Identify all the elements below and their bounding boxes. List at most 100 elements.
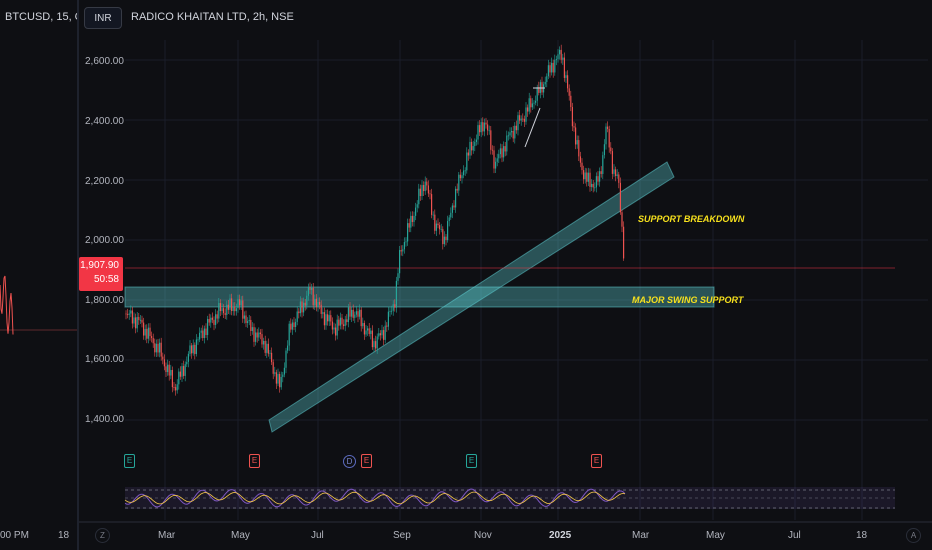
candle-body: [295, 321, 297, 327]
candle-body: [277, 374, 279, 384]
candle-body: [237, 299, 239, 309]
earnings-event-icon[interactable]: E: [249, 454, 260, 468]
candle-body: [399, 250, 401, 274]
candle-body: [199, 332, 201, 340]
candle-body: [211, 317, 213, 320]
drawn-trendline: [524, 107, 541, 148]
secondary-chart-pane[interactable]: BTCUSD, 15, CRYPTO 00 PM 18: [0, 0, 77, 550]
candle-body: [301, 301, 303, 313]
candle-body: [227, 304, 229, 310]
candle-body: [589, 172, 591, 187]
candle-body: [269, 352, 271, 354]
candle-body: [125, 313, 127, 315]
candle-body: [419, 188, 421, 197]
candle-body: [506, 135, 508, 152]
candle-body: [256, 332, 258, 338]
earnings-event-icon[interactable]: E: [466, 454, 477, 468]
candle-body: [232, 306, 234, 311]
pane-divider[interactable]: [77, 0, 79, 550]
candle-body: [483, 122, 485, 132]
candle-body: [584, 172, 586, 180]
auto-scale-button[interactable]: A: [906, 528, 921, 543]
candle-body: [376, 336, 378, 349]
candle-body: [370, 330, 372, 334]
annotation-support-breakdown[interactable]: SUPPORT BREAKDOWN: [638, 214, 745, 224]
candle-body: [152, 337, 154, 344]
candle-body: [578, 140, 580, 157]
price-tick: 2,200.00: [85, 176, 124, 187]
candle-body: [549, 65, 551, 73]
candle-body: [554, 59, 556, 73]
major-support-zone: [124, 286, 715, 308]
candle-body: [517, 115, 519, 131]
candle-body: [570, 95, 572, 108]
candle-body: [181, 366, 183, 377]
candle-body: [394, 304, 396, 308]
candle-body: [509, 132, 511, 136]
earnings-event-icon[interactable]: E: [361, 454, 372, 468]
annotation-major-swing-support[interactable]: MAJOR SWING SUPPORT: [632, 295, 744, 305]
candle-body: [259, 332, 261, 335]
price-tick: 2,400.00: [85, 116, 124, 127]
candle-body: [560, 49, 562, 60]
currency-button[interactable]: INR: [84, 7, 122, 29]
dividend-event-icon[interactable]: D: [343, 455, 356, 468]
candle-body: [605, 126, 607, 145]
candle-body: [623, 226, 625, 259]
candle-body: [397, 273, 399, 281]
time-tick: 18: [856, 530, 868, 541]
candle-body: [482, 122, 484, 132]
candle-body: [213, 319, 215, 325]
secondary-symbol-title[interactable]: BTCUSD, 15, CRYPTO: [5, 11, 77, 23]
earnings-event-icon[interactable]: E: [591, 454, 602, 468]
candle-body: [138, 316, 140, 320]
candle-body: [157, 343, 159, 353]
candle-body: [461, 175, 463, 179]
candle-body: [413, 215, 415, 222]
zoom-reset-button[interactable]: Z: [95, 528, 110, 543]
candle-body: [320, 304, 322, 314]
candle-body: [282, 374, 284, 377]
candle-body: [135, 317, 137, 329]
candle-body: [261, 334, 263, 345]
candle-body: [415, 207, 417, 216]
earnings-event-icon[interactable]: E: [124, 454, 135, 468]
candle-body: [450, 212, 452, 218]
candle-body: [387, 311, 389, 327]
candle-body: [423, 185, 425, 192]
candle-body: [559, 49, 561, 55]
candle-body: [224, 313, 226, 315]
candle-body: [456, 188, 458, 191]
candle-body: [480, 122, 482, 133]
price-tick: 1,800.00: [85, 295, 124, 306]
candle-body: [159, 342, 161, 353]
candle-body: [271, 352, 273, 363]
candle-body: [386, 325, 388, 327]
candle-body: [439, 225, 441, 230]
secondary-time-label: 00 PM: [0, 530, 29, 541]
candle-body: [373, 341, 375, 348]
candle-body: [459, 174, 461, 179]
candle-body: [583, 170, 585, 180]
candle-body: [544, 81, 546, 85]
rsi-signal-line: [124, 491, 626, 505]
candle-body: [165, 366, 167, 373]
candle-body: [611, 151, 613, 174]
candle-body: [597, 176, 599, 182]
time-tick: May: [706, 530, 725, 541]
candle-body: [514, 125, 516, 139]
candle-body: [133, 317, 135, 324]
candle-body: [162, 356, 164, 360]
candle-body: [477, 125, 479, 140]
candle-body: [191, 345, 193, 354]
candle-body: [600, 171, 602, 174]
candle-body: [615, 169, 617, 176]
candle-body: [258, 332, 260, 338]
candle-body: [603, 144, 605, 156]
candle-body: [317, 301, 319, 308]
candle-body: [618, 174, 620, 183]
candle-body: [365, 330, 367, 335]
symbol-title[interactable]: RADICO KHAITAN LTD, 2h, NSE: [131, 11, 294, 23]
candle-body: [581, 162, 583, 171]
